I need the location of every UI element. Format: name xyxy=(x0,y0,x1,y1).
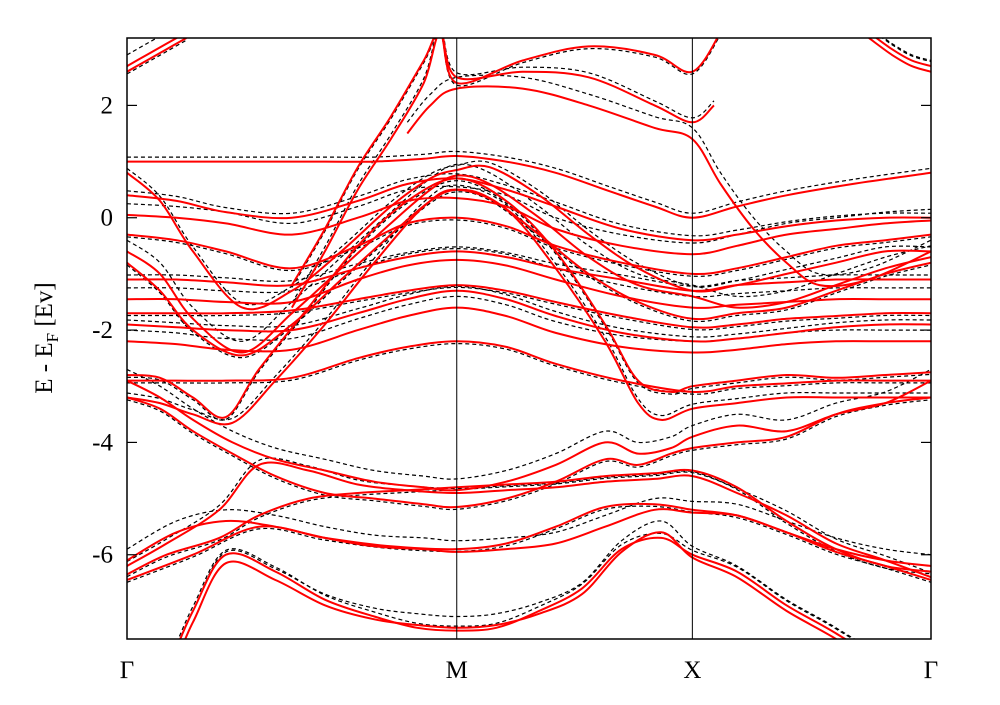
y-tick-label-3: -4 xyxy=(92,429,113,456)
plot-frame xyxy=(126,37,932,640)
solid-band-23 xyxy=(127,38,179,67)
dashed-band-27 xyxy=(291,38,720,288)
solid-band-5 xyxy=(184,531,838,639)
y-tick-label-0: 2 xyxy=(101,92,114,119)
solid-band-10 xyxy=(127,164,931,311)
y-axis-ticks: 2 0 -2 -4 -6 xyxy=(92,92,931,569)
dashed-band-21 xyxy=(127,342,931,395)
dashed-band-12 xyxy=(127,191,931,359)
solid-band-3 xyxy=(127,502,931,581)
x-tick-label-0: Γ xyxy=(120,657,134,684)
dashed-band-8 xyxy=(127,368,931,480)
solid-band-1 xyxy=(127,461,931,579)
solid-band-8 xyxy=(127,379,931,492)
high-symmetry-lines xyxy=(456,38,693,639)
dashed-band-11 xyxy=(127,163,931,342)
solid-band-25 xyxy=(874,38,931,68)
dashed-band-29 xyxy=(406,74,931,276)
dashed-band-16 xyxy=(127,246,931,287)
dashed-band-1 xyxy=(127,457,931,574)
y-tick-label-4: -6 xyxy=(92,542,113,569)
solid-band-4 xyxy=(179,536,848,639)
dashed-band-17 xyxy=(127,247,931,298)
dashed-band-9 xyxy=(127,399,931,511)
dashed-band-5 xyxy=(179,520,856,639)
dashed-band-23 xyxy=(127,38,158,56)
solid-band-20 xyxy=(127,306,931,354)
dashed-band-4 xyxy=(177,532,854,639)
series-layer xyxy=(127,38,931,639)
y-tick-label-2: -2 xyxy=(92,317,113,344)
dashed-band-3 xyxy=(127,505,931,583)
solid-band-19 xyxy=(127,289,931,343)
dashed-band-24 xyxy=(127,39,187,75)
dashed-band-18 xyxy=(127,286,931,331)
solid-band-22 xyxy=(127,154,931,219)
dashed-band-0 xyxy=(127,471,931,578)
x-tick-label-1: M xyxy=(446,657,468,684)
dashed-band-6 xyxy=(127,180,931,421)
dashed-band-28 xyxy=(291,38,715,304)
solid-band-0 xyxy=(127,468,931,576)
solid-band-6 xyxy=(127,177,931,419)
dashed-band-10 xyxy=(127,160,931,306)
y-axis-title-sub: F xyxy=(43,333,62,342)
solid-band-15 xyxy=(127,216,931,276)
solid-band-21 xyxy=(127,340,931,393)
dashed-band-22 xyxy=(127,150,931,214)
dashed-band-15 xyxy=(127,219,931,277)
dashed-band-14 xyxy=(127,185,931,244)
solid-band-9 xyxy=(127,396,931,509)
solid-band-13 xyxy=(127,177,931,242)
solid-band-24 xyxy=(127,38,187,73)
y-axis-title: E - EF [Ev] xyxy=(31,282,62,394)
solid-band-26 xyxy=(868,38,931,73)
dashed-band-13 xyxy=(127,173,931,237)
x-tick-label-3: Γ xyxy=(924,657,938,684)
solid-band-18 xyxy=(127,284,931,329)
solid-band-12 xyxy=(127,188,931,357)
y-axis-title-tail: [Ev] xyxy=(31,282,58,333)
dashed-band-26 xyxy=(883,38,931,62)
solid-band-17 xyxy=(127,258,931,309)
solid-band-28 xyxy=(291,38,715,309)
y-tick-label-1: 0 xyxy=(101,205,114,232)
dashed-band-2 xyxy=(127,497,931,556)
solid-band-14 xyxy=(127,196,931,256)
y-axis-title-main: E - E xyxy=(31,342,58,393)
x-tick-label-2: X xyxy=(683,657,701,684)
